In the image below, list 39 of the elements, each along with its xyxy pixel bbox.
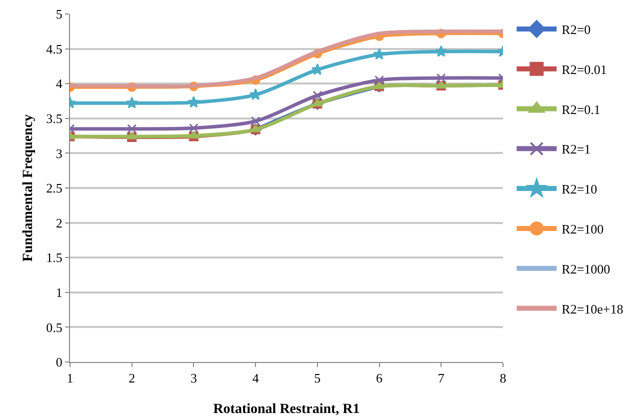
y-tick-label: 2 (56, 215, 62, 230)
y-tick-label: 2.5 (46, 180, 62, 196)
x-tick-label: 2 (128, 370, 136, 386)
legend-label: R2=0 (562, 22, 591, 38)
y-tick-label: 4 (56, 76, 63, 92)
legend-label: R2=100 (562, 222, 604, 237)
y-axis-title: Fundamental Frequency (21, 114, 36, 262)
legend-label: R2=10 (562, 182, 598, 197)
point (127, 124, 137, 134)
legend-label: R2=0.1 (562, 102, 600, 117)
y-tick-label: 0 (56, 354, 62, 370)
legend-label: R2=1000 (562, 261, 610, 276)
x-tick-label: 6 (376, 370, 384, 386)
point (126, 96, 138, 108)
y-tick-label: 0.5 (46, 320, 62, 335)
point (312, 90, 322, 100)
point (188, 96, 200, 108)
y-tick-label: 3.5 (46, 110, 62, 126)
legend-label: R2=1 (562, 142, 591, 157)
legend-label: R2=0.01 (562, 62, 607, 77)
x-tick-label: 8 (500, 370, 506, 386)
point (435, 45, 448, 57)
x-tick-label: 3 (190, 370, 197, 386)
x-axis-title: Rotational Restraint, R1 (213, 402, 360, 417)
y-tick-label: 4.5 (46, 41, 62, 56)
point (188, 123, 198, 133)
x-tick-label: 4 (252, 370, 260, 386)
y-tick-label: 5 (56, 6, 62, 22)
point (250, 116, 260, 126)
point (374, 75, 384, 85)
point (436, 73, 446, 83)
x-tick-label: 5 (314, 370, 321, 386)
legend-label: R2=10e+18 (562, 301, 624, 316)
x-tick-label: 7 (438, 370, 445, 386)
x-tick-label: 1 (66, 370, 74, 386)
point (373, 48, 386, 60)
y-tick-label: 3 (56, 146, 62, 161)
y-tick-label: 1.5 (46, 250, 62, 266)
y-tick-label: 1 (56, 284, 62, 300)
